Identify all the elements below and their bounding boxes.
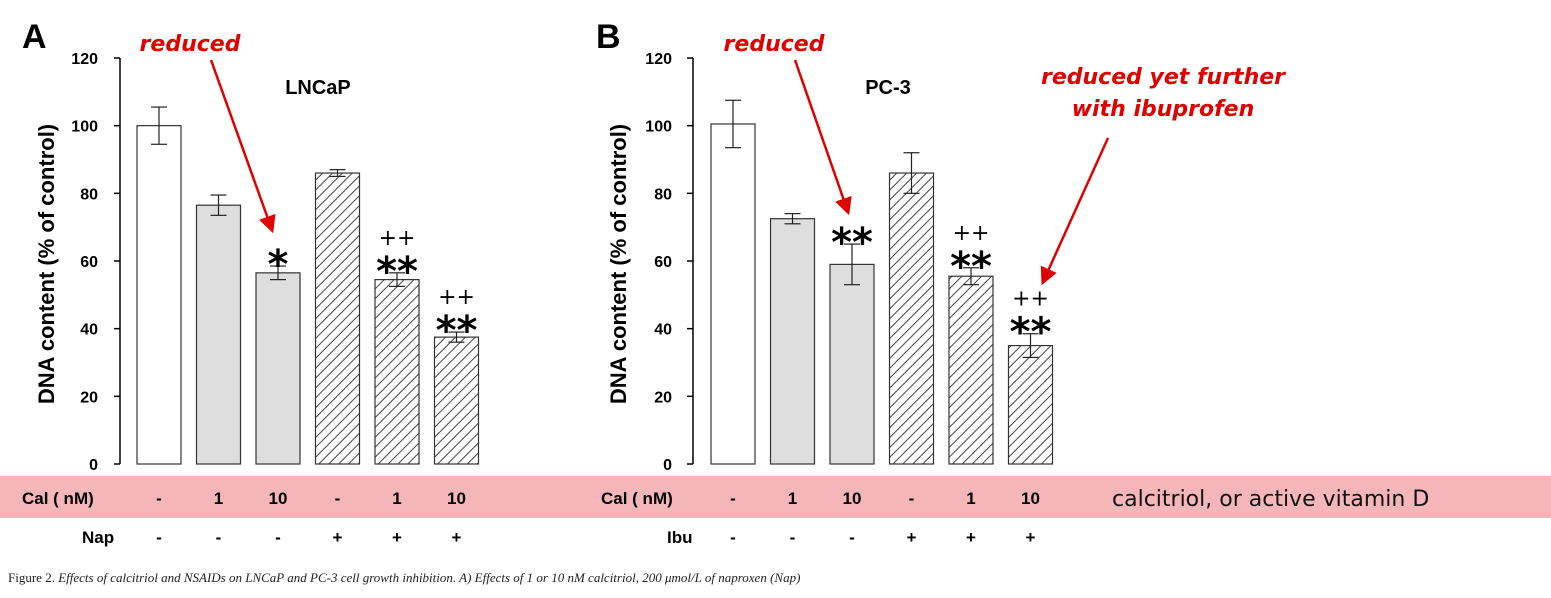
row1-value-1: - [156, 489, 162, 508]
row1-value-4: - [335, 489, 341, 508]
y-tick-label: 120 [71, 51, 98, 68]
bar-1 [136, 125, 182, 465]
caption-text: Effects of calcitriol and NSAIDs on LNCa… [58, 570, 801, 585]
plus-marks-6: ++ [438, 285, 475, 310]
row1-value-4: - [909, 489, 915, 508]
panel-a-y-axis: 0 20 40 60 80 100 120 [71, 51, 121, 474]
significance-6: ** [436, 308, 478, 354]
row2-value-6: + [452, 528, 462, 547]
panel-a-reduced-label: reduced [140, 32, 241, 57]
panel-b-label: B [596, 18, 621, 56]
y-tick-label: 20 [654, 389, 672, 406]
row2-value-1: - [730, 528, 736, 547]
row2-value-4: + [907, 528, 917, 547]
panel-a-row2: Nap - - - + + + [82, 528, 462, 547]
panel-b-reduced-label: reduced [724, 32, 825, 57]
row1-value-6: 10 [447, 489, 466, 508]
panel-b-bars: ****++**++ [710, 99, 1054, 465]
panel-b-ibuprofen-arrow [1040, 137, 1110, 286]
significance-5: ** [376, 249, 418, 295]
row1-value-1: - [730, 489, 736, 508]
row2-value-3: - [849, 528, 855, 547]
y-tick-label: 40 [654, 322, 672, 339]
significance-6: ** [1010, 310, 1052, 356]
significance-3: * [268, 242, 289, 288]
plus-marks-5: ++ [953, 221, 990, 246]
y-tick-label: 20 [80, 389, 98, 406]
row1-value-3: 10 [269, 489, 288, 508]
row2-value-6: + [1026, 528, 1036, 547]
bar-3 [829, 263, 875, 465]
treatment-band [0, 476, 1551, 518]
panel-b: B DNA content (% of control) PC-3 0 20 40 6… [596, 18, 1286, 547]
panel-b-y-axis: 0 20 40 60 80 100 120 [645, 51, 694, 474]
bar-4 [314, 172, 361, 465]
panel-b-annotations: reduced reduced yet further with ibuprofe… [724, 32, 1286, 286]
row1-value-5: 1 [966, 489, 975, 508]
bar-6 [1007, 344, 1054, 465]
panel-a-label: A [22, 18, 47, 56]
bar-1 [710, 123, 756, 465]
panel-a-row1-label: Cal ( nM) [22, 489, 94, 508]
y-tick-label: 0 [663, 457, 672, 474]
panel-b-row1-label: Cal ( nM) [601, 489, 673, 508]
bar-5 [948, 275, 994, 465]
bar-6 [433, 336, 480, 465]
y-tick-label: 0 [89, 457, 98, 474]
y-tick-label: 120 [645, 51, 672, 68]
panel-a-reduced-arrow [209, 59, 276, 234]
plus-marks-6: ++ [1012, 287, 1049, 312]
panel-a-annotation: reduced [140, 32, 276, 234]
row1-value-2: 1 [214, 489, 223, 508]
panel-b-row2-label: Ibu [667, 528, 693, 547]
row2-value-2: - [790, 528, 796, 547]
y-tick-label: 40 [80, 322, 98, 339]
significance-3: ** [831, 220, 873, 266]
panel-b-row2: Ibu - - - + + + [667, 528, 1036, 547]
row1-value-5: 1 [392, 489, 401, 508]
panel-b-title: PC-3 [865, 77, 911, 99]
ibuprofen-annotation-line-2: with ibuprofen [1072, 97, 1255, 122]
bar-5 [374, 279, 420, 465]
row2-value-5: + [392, 528, 402, 547]
y-tick-label: 100 [71, 119, 98, 136]
panel-b-reduced-arrow [793, 59, 852, 216]
row2-value-2: - [216, 528, 222, 547]
panel-a: A DNA content (% of control) LNCaP 0 20 40… [22, 18, 480, 547]
caption-label: Figure 2. [8, 570, 55, 585]
calcitriol-note: calcitriol, or active vitamin D [1112, 487, 1429, 512]
significance-5: ** [950, 244, 992, 290]
row2-value-3: - [275, 528, 281, 547]
bar-3 [255, 272, 301, 465]
y-tick-label: 100 [645, 119, 672, 136]
panel-a-ylabel: DNA content (% of control) [34, 124, 59, 404]
panel-a-title: LNCaP [285, 77, 351, 99]
y-tick-label: 60 [654, 254, 672, 271]
panel-a-row1: Cal ( nM) - 1 10 - 1 10 [22, 489, 466, 508]
row2-value-5: + [966, 528, 976, 547]
bar-2 [195, 204, 242, 465]
row2-value-1: - [156, 528, 162, 547]
bar-2 [769, 218, 816, 465]
row1-value-2: 1 [788, 489, 797, 508]
y-tick-label: 80 [80, 186, 98, 203]
y-tick-label: 60 [80, 254, 98, 271]
panel-b-ibuprofen-label: reduced yet further with ibuprofen [1041, 65, 1286, 122]
panel-b-row1: Cal ( nM) - 1 10 - 1 10 [601, 489, 1040, 508]
y-tick-label: 80 [654, 186, 672, 203]
row2-value-4: + [333, 528, 343, 547]
ibuprofen-annotation-line-1: reduced yet further [1041, 65, 1286, 90]
row1-value-6: 10 [1021, 489, 1040, 508]
panel-b-ylabel: DNA content (% of control) [606, 124, 631, 404]
plus-marks-5: ++ [379, 226, 416, 251]
panel-a-bars: * **++**++ [136, 106, 480, 465]
bar-4 [888, 172, 935, 465]
panel-a-row2-label: Nap [82, 528, 114, 547]
figure-caption: Figure 2. Effects of calcitriol and NSAI… [8, 570, 1538, 586]
row1-value-3: 10 [843, 489, 862, 508]
